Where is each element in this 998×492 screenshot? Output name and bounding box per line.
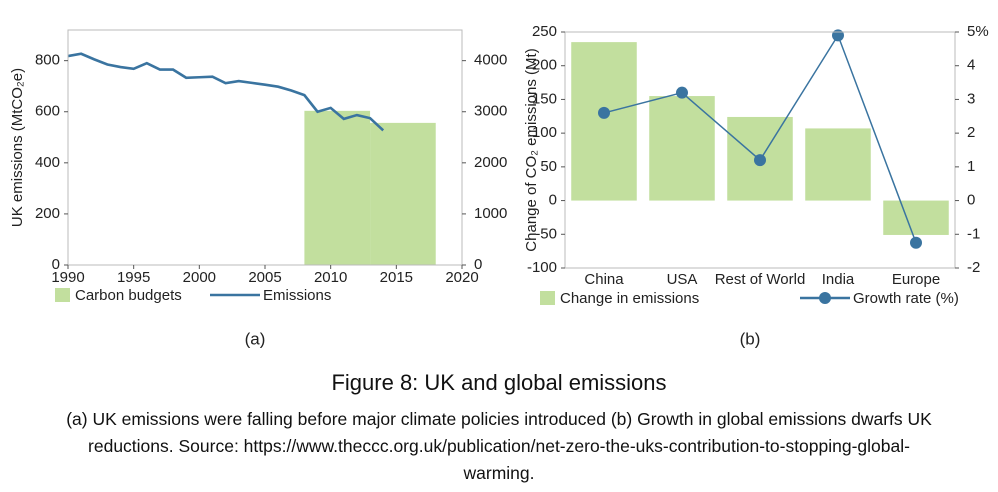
y-tick-label: 250 (532, 23, 557, 40)
y-tick-label: -100 (527, 259, 557, 276)
y2-tick-label: 3000 (474, 103, 507, 120)
point (598, 106, 610, 119)
line (67, 52, 385, 132)
x-tick-label: China (584, 271, 624, 288)
bar (571, 42, 637, 201)
y2-tick-label: -2 (967, 259, 980, 276)
y2-tick-label: 1000 (474, 205, 507, 222)
x-tick-label: India (822, 271, 855, 288)
point (676, 86, 688, 99)
y-tick-label: 150 (532, 90, 557, 107)
legend-label: Emissions (263, 287, 331, 304)
point (910, 236, 922, 249)
y2-tick-label: 4 (967, 57, 975, 74)
y2-tick-label: -1 (967, 225, 980, 242)
x-tick-label: USA (667, 271, 698, 288)
legend-swatch (55, 288, 70, 302)
y2-tick-label: 0 (967, 192, 975, 209)
bar (370, 122, 436, 265)
figure-charts: Carbon budgets Emissions02004006008000100… (9, 23, 989, 349)
y-axis-label: Change of CO₂ emissions (Mt) (523, 48, 540, 251)
y-tick-label: 600 (35, 103, 60, 120)
y-tick-label: 400 (35, 154, 60, 171)
x-tick-label: 2020 (445, 269, 478, 286)
bar (304, 110, 371, 265)
x-tick-label: 2010 (314, 269, 347, 286)
subfigure-caption: (a) (245, 329, 266, 348)
y2-tick-label: 3 (967, 90, 975, 107)
y-tick-label: 50 (540, 158, 557, 175)
y-tick-label: 200 (532, 57, 557, 74)
plot-frame (564, 31, 956, 269)
y-tick-label: 100 (532, 124, 557, 141)
x-tick-label: 2000 (183, 269, 216, 286)
x-tick-label: 1990 (51, 269, 84, 286)
y2-tick-label: 2 (967, 124, 975, 141)
x-tick-label: Rest of World (715, 271, 806, 288)
y-tick-label: 800 (35, 52, 60, 69)
y2-tick-label: 2000 (474, 154, 507, 171)
point (832, 29, 844, 42)
x-tick-label: 2015 (380, 269, 413, 286)
legend-marker (819, 292, 831, 304)
subfigure-caption: (b) (740, 329, 761, 348)
bar (805, 128, 871, 201)
legend-label: Carbon budgets (75, 287, 182, 304)
figure-caption: (a) UK emissions were falling before maj… (66, 409, 932, 483)
y-tick-label: 0 (549, 192, 557, 209)
x-tick-label: Europe (892, 271, 940, 288)
y2-tick-label: 4000 (474, 52, 507, 69)
x-tick-label: 2005 (248, 269, 281, 286)
y2-tick-label: 5% (967, 23, 989, 40)
bar (649, 96, 715, 201)
point (754, 154, 766, 167)
y2-tick-label: 1 (967, 158, 975, 175)
legend-swatch (540, 291, 555, 305)
y-tick-label: -50 (535, 225, 557, 242)
figure-title: Figure 8: UK and global emissions (331, 370, 667, 395)
y2-tick-label: 0 (474, 256, 482, 273)
legend-label: Growth rate (%) (853, 290, 959, 307)
legend-label: Change in emissions (560, 290, 699, 307)
x-tick-label: 1995 (117, 269, 150, 286)
bar (883, 200, 949, 235)
y-tick-label: 0 (52, 256, 60, 273)
y-tick-label: 200 (35, 205, 60, 222)
y-axis-label: UK emissions (MtCO₂e) (9, 68, 26, 227)
